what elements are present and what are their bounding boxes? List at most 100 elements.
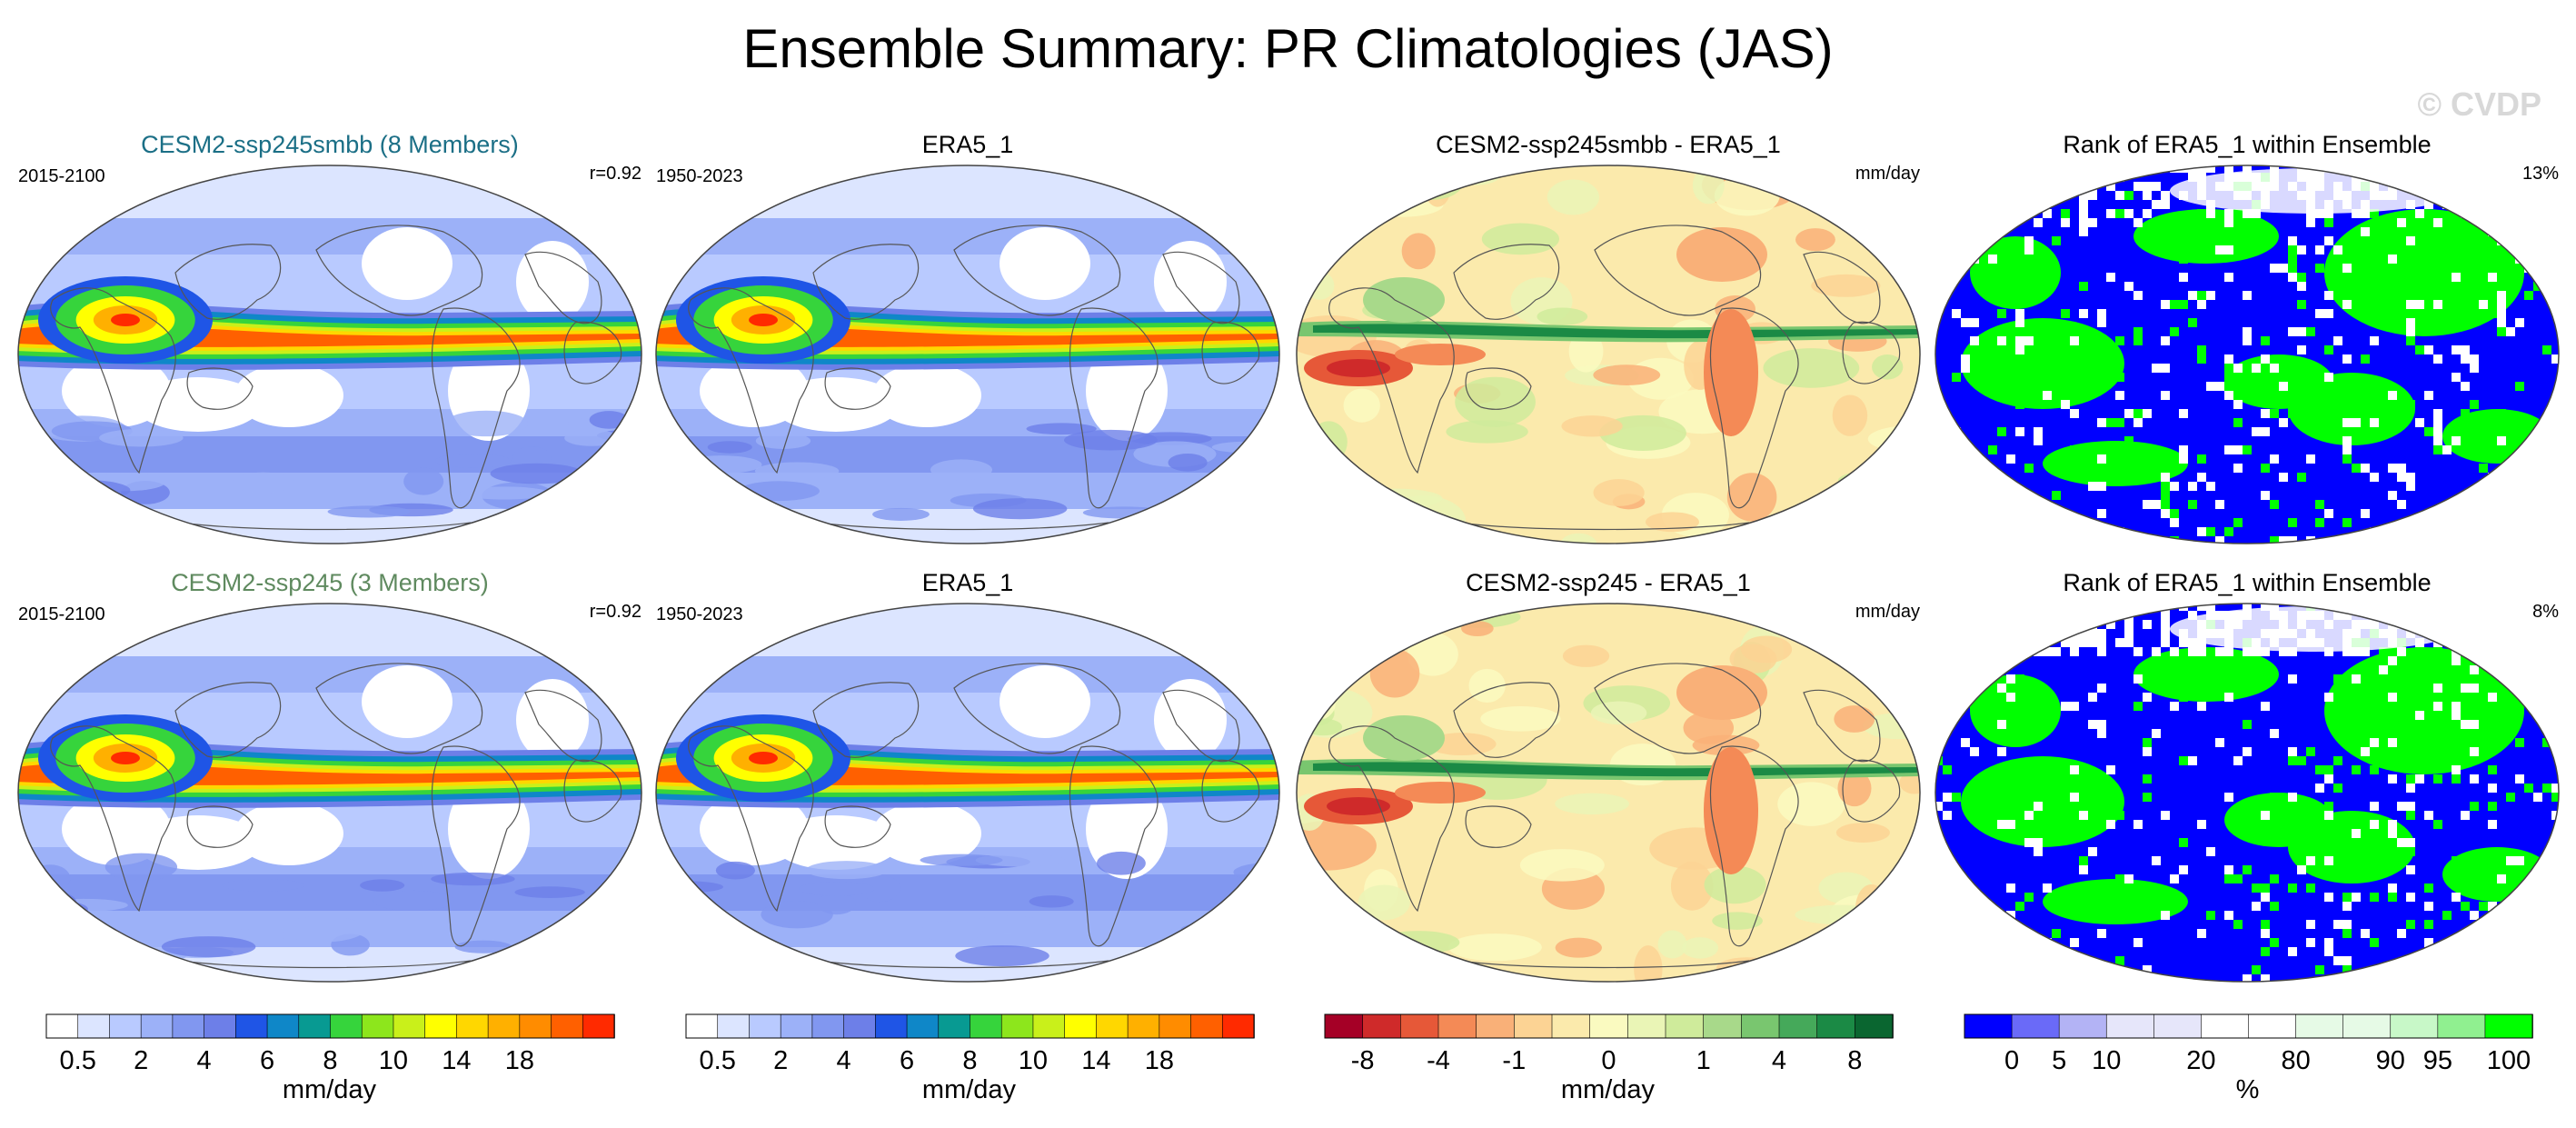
coastline-outline bbox=[1453, 682, 1560, 758]
colorbar-swatch bbox=[393, 1013, 426, 1039]
coastline-outline bbox=[563, 321, 622, 384]
colorbar-swatch bbox=[456, 1013, 489, 1039]
coastline-outline bbox=[1842, 759, 1901, 823]
figure-title: Ensemble Summary: PR Climatologies (JAS) bbox=[742, 18, 1834, 79]
colorbar-swatch bbox=[906, 1013, 940, 1039]
colorbar-tick-label: 10 bbox=[1018, 1046, 1049, 1075]
coastline-outline bbox=[1453, 244, 1560, 320]
colorbar-swatch bbox=[77, 1013, 111, 1039]
colorbar-swatch bbox=[2390, 1013, 2439, 1039]
colorbar-tick-label: 1 bbox=[1696, 1046, 1711, 1075]
coastline-outline bbox=[1201, 321, 1260, 384]
colorbar-swatch bbox=[970, 1013, 1003, 1039]
colorbar-swatch bbox=[109, 1013, 142, 1039]
colorbar-swatch bbox=[204, 1013, 237, 1039]
colorbar-tick-label: 0.5 bbox=[59, 1046, 96, 1075]
colorbar-swatch bbox=[2153, 1013, 2203, 1039]
colorbar-swatch bbox=[1437, 1013, 1477, 1039]
coastline-outline bbox=[524, 689, 602, 763]
coastline-outline bbox=[563, 759, 622, 823]
colorbar-swatch bbox=[2248, 1013, 2297, 1039]
colorbar-swatch bbox=[551, 1013, 584, 1039]
colorbar-swatch bbox=[1855, 1013, 1894, 1039]
colorbar-swatch bbox=[298, 1013, 332, 1039]
coastline-outline bbox=[953, 225, 1121, 316]
colorbar-swatch bbox=[1741, 1013, 1780, 1039]
colorbar-swatch bbox=[1476, 1013, 1516, 1039]
coastline-outline bbox=[1201, 759, 1260, 823]
colorbar-swatch bbox=[582, 1013, 615, 1039]
diff-map bbox=[1296, 165, 1921, 544]
colorbar-tick-label: 8 bbox=[323, 1046, 338, 1075]
colorbar-swatch bbox=[2058, 1013, 2108, 1039]
panel-period-label: 2015-2100 bbox=[18, 166, 105, 186]
colorbar-tick-label: 0 bbox=[2004, 1046, 2020, 1075]
coastline-outline bbox=[1842, 321, 1901, 384]
panel-title: ERA5_1 bbox=[921, 131, 1014, 158]
colorbar-swatch bbox=[1400, 1013, 1439, 1039]
coastline-outline bbox=[1069, 307, 1159, 509]
coastline-outline bbox=[174, 244, 282, 320]
colorbar-swatch bbox=[780, 1013, 813, 1039]
coastline-outline bbox=[431, 745, 521, 947]
colorbar bbox=[1324, 1013, 1894, 1039]
colorbar-swatch bbox=[1703, 1013, 1743, 1039]
colorbar-swatch bbox=[1514, 1013, 1553, 1039]
colorbar-swatch bbox=[1190, 1013, 1224, 1039]
coastline-outline bbox=[1162, 689, 1240, 763]
colorbar-tick-label: 10 bbox=[378, 1046, 409, 1075]
coastline-outline bbox=[524, 251, 602, 324]
coastline-outline bbox=[1457, 960, 1750, 969]
colorbar-swatch bbox=[1665, 1013, 1705, 1039]
colorbar-swatch bbox=[2342, 1013, 2392, 1039]
colorbar-unit-label: mm/day bbox=[921, 1075, 1017, 1104]
coastline-outline bbox=[186, 805, 254, 848]
coastline-outline bbox=[1457, 522, 1750, 531]
coastline-outline bbox=[1069, 745, 1159, 947]
colorbar-swatch bbox=[1627, 1013, 1666, 1039]
colorbar-swatch bbox=[1324, 1013, 1364, 1039]
map-border bbox=[655, 165, 1280, 544]
colorbar-unit-label: mm/day bbox=[282, 1075, 377, 1104]
colorbar-swatch bbox=[1064, 1013, 1098, 1039]
panel-corner-label: mm/day bbox=[1855, 164, 1920, 184]
colorbar-swatch bbox=[1964, 1013, 2013, 1039]
coastline-outline bbox=[315, 225, 483, 316]
colorbar-swatch bbox=[2295, 1013, 2344, 1039]
colorbar-tick-label: 100 bbox=[2486, 1046, 2531, 1075]
diff-map bbox=[1296, 603, 1921, 983]
colorbar-tick-label: 5 bbox=[2052, 1046, 2067, 1075]
colorbar-swatch bbox=[843, 1013, 877, 1039]
colorbar-tick-label: 6 bbox=[259, 1046, 275, 1075]
coastline-outline bbox=[431, 307, 521, 509]
colorbar-swatch bbox=[1816, 1013, 1856, 1039]
colorbar-swatch bbox=[1362, 1013, 1402, 1039]
coastline-outline bbox=[1465, 805, 1532, 848]
coastline-outline bbox=[812, 244, 920, 320]
colorbar-tick-label: 18 bbox=[504, 1046, 534, 1075]
rank-map bbox=[1934, 603, 2560, 983]
colorbar-tick-label: 8 bbox=[962, 1046, 978, 1075]
colorbar-swatch bbox=[330, 1013, 363, 1039]
colorbar bbox=[685, 1013, 1255, 1039]
colorbar-tick-label: 10 bbox=[2092, 1046, 2122, 1075]
colorbar-tick-label: -8 bbox=[1350, 1046, 1375, 1075]
precip-map bbox=[17, 603, 642, 983]
map-border bbox=[1934, 603, 2560, 983]
colorbar-tick-label: 14 bbox=[1081, 1046, 1111, 1075]
coastline-outline bbox=[824, 367, 891, 410]
coastline-outline bbox=[1709, 745, 1799, 947]
colorbar-swatch bbox=[2201, 1013, 2250, 1039]
colorbar-tick-label: -4 bbox=[1427, 1046, 1450, 1075]
colorbar-tick-label: 4 bbox=[836, 1046, 851, 1075]
colorbar-swatch bbox=[2105, 1013, 2155, 1039]
colorbar-swatch bbox=[1221, 1013, 1255, 1039]
coastline-outline bbox=[1328, 725, 1455, 913]
panel-corner-label: 8% bbox=[2532, 602, 2559, 622]
panel-title: Rank of ERA5_1 within Ensemble bbox=[2063, 131, 2432, 158]
colorbar-swatch bbox=[811, 1013, 845, 1039]
coastline-outline bbox=[179, 522, 472, 531]
panel-title: CESM2-ssp245smbb (8 Members) bbox=[141, 131, 519, 158]
coastline-outline bbox=[50, 287, 176, 474]
rank-map bbox=[1934, 165, 2560, 544]
